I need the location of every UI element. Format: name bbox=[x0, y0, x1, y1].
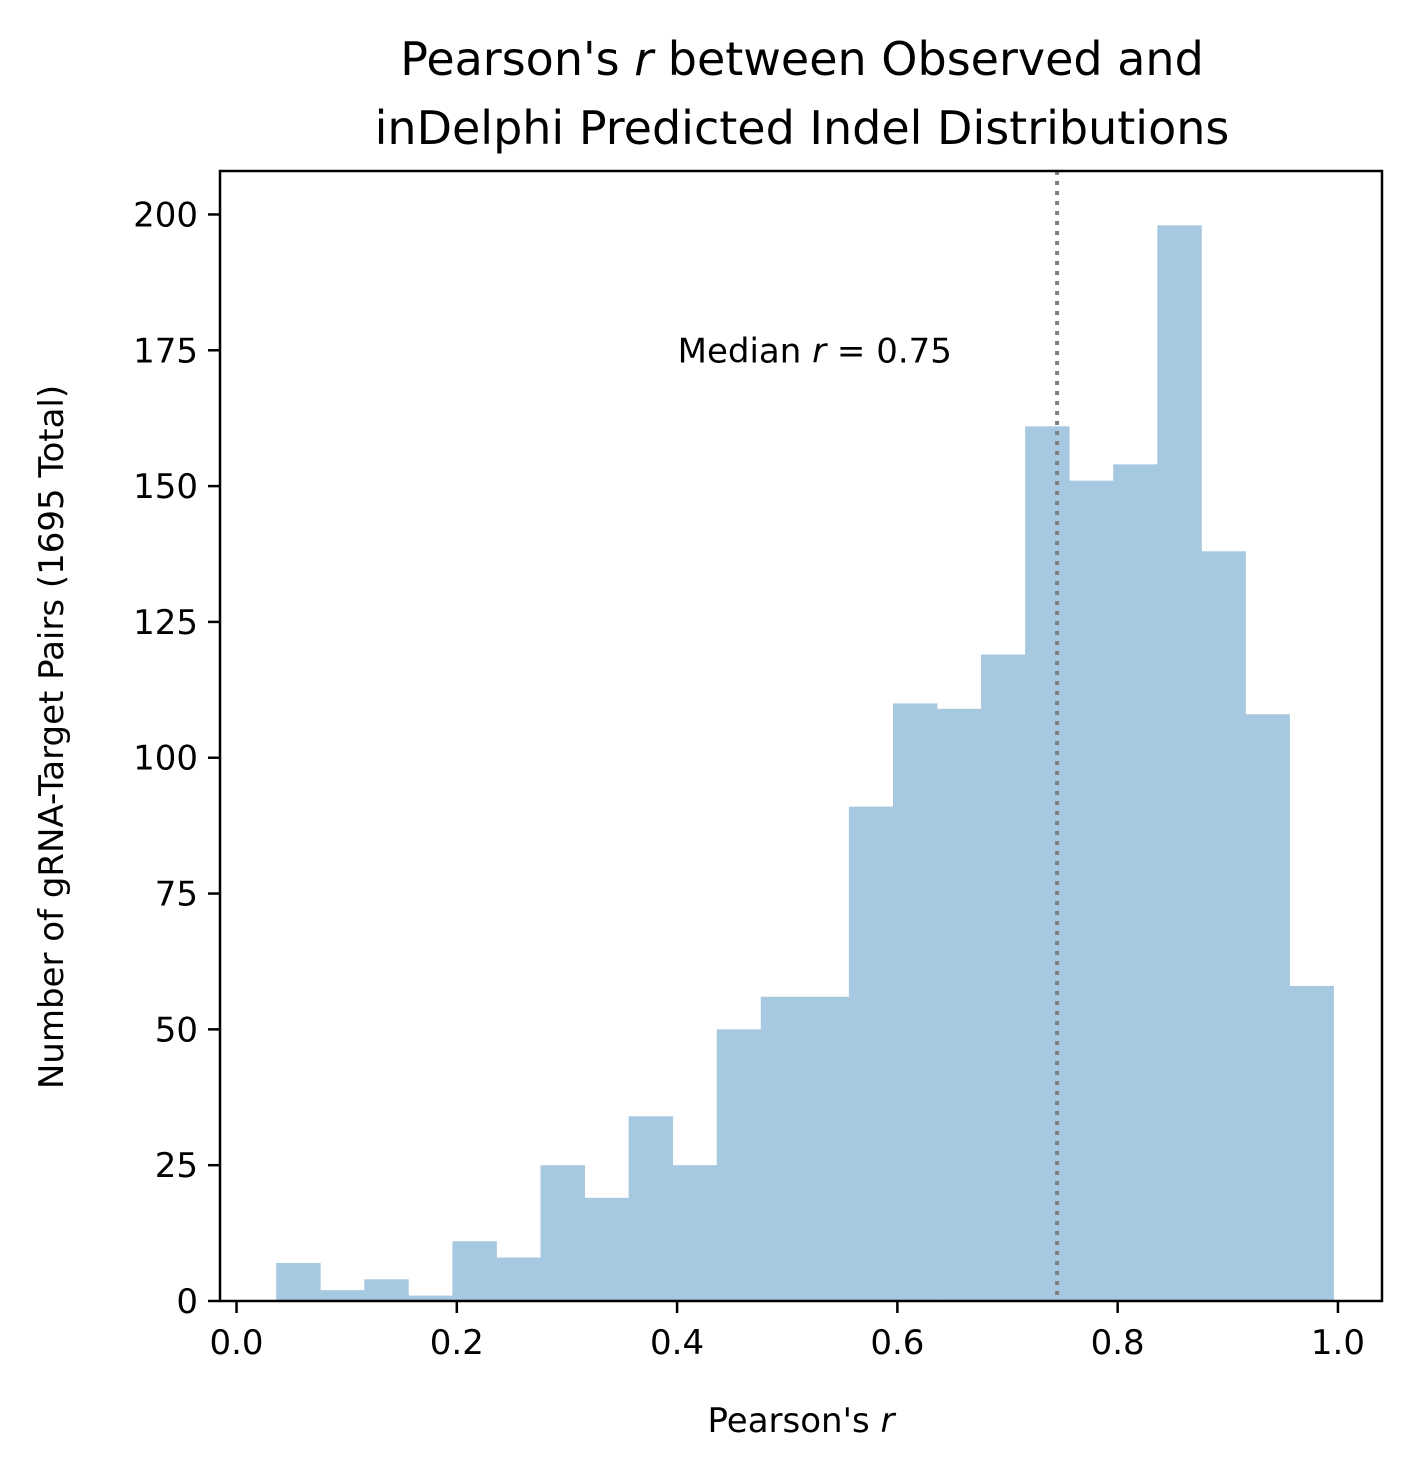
x-axis-ticks: 0.0 0.2 0.4 0.6 0.8 1.0 bbox=[209, 1301, 1365, 1363]
title-line-1: Pearson's r between Observed and bbox=[400, 32, 1204, 86]
histogram-bar bbox=[584, 1197, 630, 1301]
y-tick-label: 0 bbox=[176, 1282, 198, 1322]
x-tick-label: 0.2 bbox=[430, 1323, 484, 1363]
histogram-bar bbox=[1069, 480, 1114, 1301]
y-tick-label: 175 bbox=[133, 331, 198, 371]
histogram-bar bbox=[496, 1257, 541, 1301]
histogram-bar bbox=[1289, 985, 1334, 1301]
histogram-bar bbox=[1245, 714, 1290, 1301]
x-tick-label: 1.0 bbox=[1311, 1323, 1365, 1363]
y-tick-label: 25 bbox=[155, 1146, 198, 1186]
y-tick-label: 50 bbox=[155, 1010, 198, 1050]
title-line-2: inDelphi Predicted Indel Distributions bbox=[375, 101, 1230, 155]
x-tick-label: 0.6 bbox=[870, 1323, 924, 1363]
x-tick-label: 0.8 bbox=[1091, 1323, 1145, 1363]
y-tick-label: 125 bbox=[133, 603, 198, 643]
histogram-bar bbox=[848, 806, 894, 1301]
histogram-bar bbox=[452, 1241, 497, 1301]
y-axis-ticks: 0 25 50 75 100 125 150 175 200 bbox=[133, 195, 220, 1322]
histogram-bar bbox=[1113, 464, 1158, 1302]
histogram-bar bbox=[804, 996, 850, 1301]
histogram-bar bbox=[628, 1116, 674, 1301]
histogram-bar bbox=[364, 1279, 409, 1301]
x-tick-label: 0.0 bbox=[209, 1323, 263, 1363]
histogram-bar bbox=[937, 708, 982, 1301]
x-tick-label: 0.4 bbox=[650, 1323, 704, 1363]
y-axis-label: Number of gRNA-Target Pairs (1695 Total) bbox=[32, 385, 72, 1089]
histogram-bar bbox=[1201, 551, 1246, 1301]
y-tick-label: 200 bbox=[133, 195, 198, 235]
x-axis-label: Pearson's r bbox=[708, 1401, 897, 1441]
histogram-bar bbox=[716, 1029, 762, 1301]
histogram-bar bbox=[540, 1165, 585, 1301]
y-tick-label: 100 bbox=[133, 739, 198, 779]
y-tick-label: 75 bbox=[155, 875, 198, 915]
plot-frame bbox=[218, 169, 1384, 1303]
histogram-bar bbox=[760, 996, 806, 1301]
histogram-bar bbox=[1025, 426, 1070, 1301]
y-tick-label: 150 bbox=[133, 467, 198, 507]
median-annotation: Median r = 0.75 bbox=[678, 331, 952, 371]
histogram-bar bbox=[981, 654, 1026, 1301]
histogram-bar bbox=[276, 1262, 321, 1301]
histogram-bar bbox=[672, 1165, 718, 1301]
histogram-bar bbox=[892, 703, 938, 1301]
chart-title: Pearson's r between Observed and inDelph… bbox=[375, 32, 1230, 155]
histogram-bar bbox=[408, 1295, 453, 1301]
histogram-bars bbox=[276, 225, 1334, 1302]
histogram-bar bbox=[1157, 225, 1202, 1302]
histogram-bar bbox=[320, 1290, 365, 1301]
